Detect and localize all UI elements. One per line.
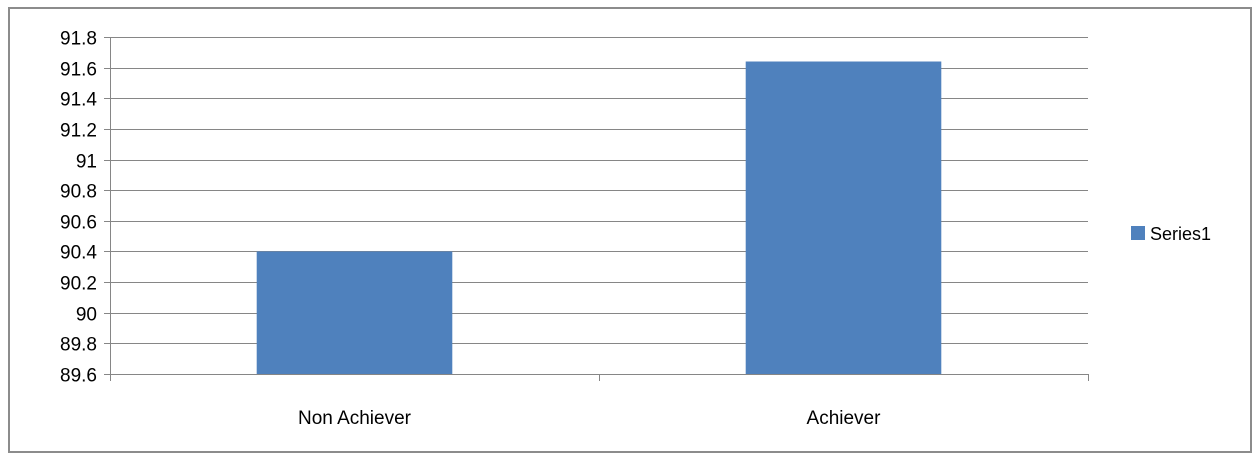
y-tick-label: 90.6 bbox=[60, 213, 97, 234]
x-axis-category-labels: Non Achiever Achiever bbox=[298, 408, 881, 429]
chart-frame bbox=[8, 7, 1252, 453]
y-tick-label: 91.4 bbox=[60, 90, 97, 111]
y-tick-label: 91.2 bbox=[60, 121, 97, 142]
legend-swatch-series1 bbox=[1131, 226, 1145, 240]
y-axis-tick-labels: 89.6 89.8 90 90.2 90.4 90.6 90.8 91 91.2 91.4 91.6… bbox=[60, 29, 97, 387]
x-category-label: Non Achiever bbox=[298, 408, 412, 429]
y-tick-label: 90.2 bbox=[60, 274, 97, 295]
bar-non-achiever bbox=[256, 251, 453, 374]
bars bbox=[256, 61, 942, 374]
axes bbox=[104, 37, 1089, 381]
y-tick-label: 89.8 bbox=[60, 335, 97, 356]
legend-label-series1: Series1 bbox=[1150, 224, 1211, 244]
bar-achiever bbox=[745, 61, 942, 374]
legend: Series1 bbox=[1131, 224, 1211, 244]
x-category-label: Achiever bbox=[807, 408, 882, 429]
y-tick-label: 90.8 bbox=[60, 182, 97, 203]
y-tick-label: 90.4 bbox=[60, 243, 97, 264]
y-tick-label: 90 bbox=[76, 305, 97, 326]
y-tick-label: 91.8 bbox=[60, 29, 97, 50]
y-tick-label: 89.6 bbox=[60, 366, 97, 387]
y-tick-label: 91 bbox=[76, 152, 97, 173]
y-tick-label: 91.6 bbox=[60, 60, 97, 81]
